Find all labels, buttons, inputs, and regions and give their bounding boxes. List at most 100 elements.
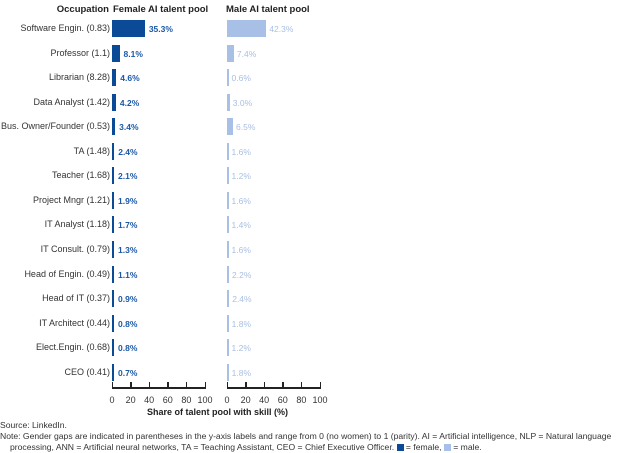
x-tick-mark <box>167 382 169 387</box>
row-label: Professor (1.1) <box>50 47 110 58</box>
male-bar <box>227 314 229 332</box>
row-label: Bus. Owner/Founder (0.53) <box>0 121 110 132</box>
header-female: Female AI talent pool <box>113 4 209 15</box>
x-tick-mark <box>130 382 132 387</box>
female-value: 1.1% <box>118 269 138 280</box>
female-bar <box>112 69 117 87</box>
row-label: Head of IT (0.37) <box>42 293 110 304</box>
row-label: IT Architect (0.44) <box>39 317 110 328</box>
female-value: 0.7% <box>118 367 138 378</box>
male-value: 2.4% <box>232 294 252 305</box>
female-x-tick-label: 80 <box>181 395 192 405</box>
note-line-2-text: processing, ANN = Artificial neural netw… <box>10 442 395 452</box>
x-tick-mark <box>300 382 303 387</box>
female-x-tick-label: 100 <box>197 395 213 405</box>
male-bar <box>227 167 229 185</box>
row-label: Head of Engin. (0.49) <box>24 268 110 279</box>
female-legend-swatch <box>396 444 404 451</box>
male-x-tick-label: 60 <box>277 395 288 405</box>
female-value: 4.2% <box>119 97 140 108</box>
female-value: 1.3% <box>118 244 138 255</box>
female-value: 3.4% <box>119 122 139 133</box>
male-value: 3.0% <box>232 97 253 108</box>
x-tick-mark <box>245 382 247 387</box>
row-label: Data Analyst (1.42) <box>33 96 110 107</box>
male-value: 1.6% <box>231 195 251 206</box>
female-x-tick-label: 40 <box>144 395 155 405</box>
female-value: 1.7% <box>118 220 138 231</box>
x-tick-mark <box>148 382 151 387</box>
female-bar <box>112 265 114 283</box>
female-bar <box>112 216 114 234</box>
male-value: 7.4% <box>236 48 257 59</box>
source-text: Source: LinkedIn. <box>0 420 67 430</box>
male-bar <box>227 142 229 160</box>
x-tick-mark <box>111 382 113 387</box>
female-x-tick-label: 60 <box>162 395 173 405</box>
row-label: TA (1.48) <box>73 145 110 156</box>
female-value: 4.6% <box>120 73 140 84</box>
female-bar <box>112 167 114 185</box>
x-tick-mark <box>226 382 228 387</box>
male-x-tick-label: 100 <box>312 395 328 405</box>
male-bar <box>227 363 229 381</box>
male-bar <box>227 265 230 283</box>
female-value: 0.8% <box>118 343 138 354</box>
x-tick-mark <box>185 382 188 387</box>
row-label: CEO (0.41) <box>64 366 110 377</box>
female-bar <box>112 240 114 258</box>
female-legend-label: = female, <box>405 442 442 452</box>
female-bar <box>112 339 114 357</box>
male-value: 1.2% <box>231 343 251 354</box>
male-x-axis <box>227 387 321 389</box>
male-legend-label: = male. <box>453 442 482 452</box>
female-x-tick-label: 0 <box>109 395 115 405</box>
male-bar <box>227 44 234 62</box>
female-bar <box>112 20 145 37</box>
male-bar <box>227 216 229 234</box>
male-bar <box>227 290 230 308</box>
x-tick-mark <box>263 382 266 387</box>
male-value: 42.3% <box>269 24 294 34</box>
female-value: 35.3% <box>148 24 173 34</box>
male-x-tick-label: 20 <box>240 395 251 405</box>
female-value: 0.8% <box>118 318 138 329</box>
male-value: 1.6% <box>231 146 251 157</box>
row-label: Librarian (8.28) <box>48 72 110 83</box>
header-male: Male AI talent pool <box>226 4 310 15</box>
male-value: 1.4% <box>231 220 251 231</box>
female-value: 2.4% <box>118 146 138 157</box>
x-axis-label: Share of talent pool with skill (%) <box>147 407 289 417</box>
male-bar <box>227 191 229 209</box>
x-tick-mark <box>204 382 206 387</box>
female-bar <box>112 93 116 111</box>
female-value: 1.9% <box>118 195 138 206</box>
female-bar <box>112 44 120 62</box>
row-label: IT Consult. (0.79) <box>40 243 110 254</box>
male-x-tick-label: 80 <box>296 395 307 405</box>
male-x-tick-label: 40 <box>259 395 270 405</box>
female-bar <box>112 314 114 332</box>
x-tick-mark <box>319 382 321 387</box>
row-label: IT Analyst (1.18) <box>44 219 110 230</box>
female-value: 2.1% <box>118 171 138 182</box>
female-bar <box>112 290 114 308</box>
male-value: 1.2% <box>231 171 251 182</box>
male-value: 1.6% <box>231 244 251 255</box>
header-occupation: Occupation <box>56 4 109 15</box>
male-bar <box>227 69 229 87</box>
male-legend-swatch <box>443 444 451 451</box>
male-x-tick-label: 0 <box>224 395 230 405</box>
female-value: 8.1% <box>123 48 143 59</box>
note-line-2: processing, ANN = Artificial neural netw… <box>10 442 482 453</box>
male-value: 1.8% <box>231 367 252 378</box>
x-tick-mark <box>282 382 284 387</box>
female-x-axis <box>112 387 206 389</box>
female-bar <box>112 363 114 381</box>
female-value: 0.9% <box>118 294 138 305</box>
female-bar <box>112 118 116 136</box>
female-bar <box>112 191 114 209</box>
male-value: 2.2% <box>232 269 252 280</box>
row-label: Elect.Engin. (0.68) <box>35 342 110 353</box>
female-bar <box>112 142 115 160</box>
